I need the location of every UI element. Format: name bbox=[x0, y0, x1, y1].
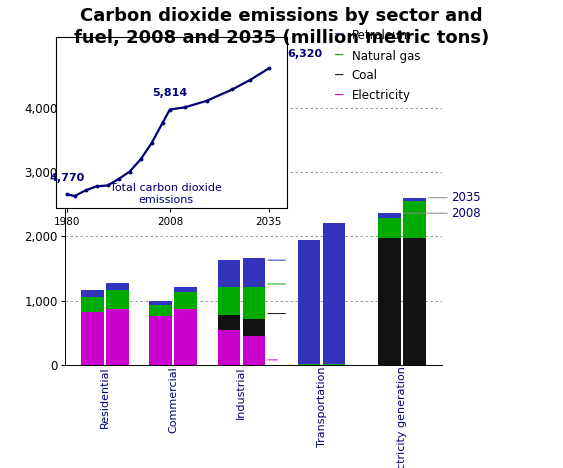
Text: Electricity: Electricity bbox=[352, 89, 411, 102]
Bar bbox=[81, 290, 104, 298]
Text: Coal: Coal bbox=[352, 69, 378, 82]
Bar bbox=[323, 223, 345, 364]
Text: —: — bbox=[335, 69, 343, 83]
Bar bbox=[218, 287, 240, 315]
Text: —: — bbox=[335, 89, 343, 103]
Bar bbox=[243, 336, 265, 365]
Bar bbox=[403, 201, 426, 238]
Bar bbox=[218, 330, 240, 365]
Bar bbox=[149, 305, 172, 316]
Bar bbox=[106, 309, 128, 365]
Bar bbox=[106, 290, 128, 309]
Bar bbox=[298, 364, 320, 365]
Bar bbox=[175, 309, 197, 365]
Bar bbox=[243, 287, 265, 319]
Bar bbox=[243, 258, 265, 287]
Bar bbox=[218, 315, 240, 330]
Text: 4,770: 4,770 bbox=[50, 174, 85, 183]
Bar bbox=[106, 283, 128, 290]
Bar bbox=[323, 364, 345, 365]
Bar bbox=[378, 218, 401, 238]
Text: 5,814: 5,814 bbox=[152, 88, 187, 98]
Text: —: — bbox=[335, 28, 343, 42]
Bar bbox=[175, 292, 197, 309]
Bar bbox=[298, 240, 320, 364]
Bar bbox=[81, 312, 104, 365]
Text: 2035: 2035 bbox=[452, 191, 481, 204]
Bar bbox=[378, 238, 401, 365]
Bar bbox=[81, 298, 104, 312]
Bar bbox=[218, 260, 240, 287]
Text: Carbon dioxide emissions by sector and
fuel, 2008 and 2035 (million metric tons): Carbon dioxide emissions by sector and f… bbox=[74, 7, 489, 47]
Text: Petroleum: Petroleum bbox=[352, 29, 412, 42]
Text: Total carbon dioxide
emissions: Total carbon dioxide emissions bbox=[110, 183, 222, 205]
Text: —: — bbox=[335, 49, 343, 63]
Text: 2008: 2008 bbox=[452, 207, 481, 219]
Bar bbox=[378, 213, 401, 218]
Bar bbox=[149, 316, 172, 365]
Bar bbox=[403, 238, 426, 365]
Bar bbox=[243, 319, 265, 336]
Text: Natural gas: Natural gas bbox=[352, 50, 421, 63]
Bar bbox=[149, 300, 172, 305]
Bar bbox=[175, 287, 197, 292]
Bar bbox=[403, 197, 426, 201]
Text: 6,320: 6,320 bbox=[287, 49, 322, 59]
